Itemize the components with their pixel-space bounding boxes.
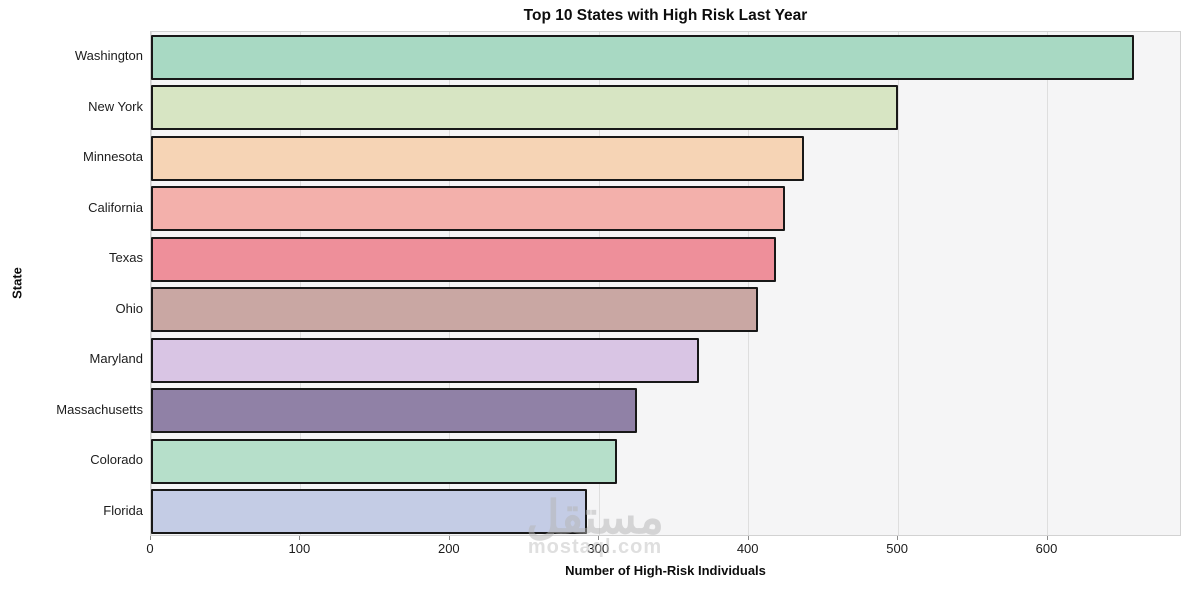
bar-florida bbox=[151, 489, 588, 535]
x-tick-mark bbox=[150, 536, 151, 540]
x-tick-label: 600 bbox=[1035, 541, 1058, 556]
bar-minnesota bbox=[151, 135, 804, 181]
gridline bbox=[598, 32, 600, 535]
x-axis-title: Number of High-Risk Individuals bbox=[565, 563, 766, 578]
bar-maryland bbox=[151, 337, 700, 383]
gridline bbox=[1047, 32, 1049, 535]
bar-washington bbox=[151, 34, 1135, 80]
bar-new-york bbox=[151, 85, 899, 131]
y-tick-label: Florida bbox=[103, 502, 143, 518]
y-tick-label: Texas bbox=[109, 250, 143, 266]
y-tick-label: New York bbox=[88, 98, 143, 114]
x-tick-mark bbox=[897, 536, 899, 540]
x-tick-label: 100 bbox=[288, 541, 311, 556]
y-tick-label: Maryland bbox=[89, 351, 143, 367]
gridline bbox=[299, 32, 301, 535]
gridline bbox=[449, 32, 451, 535]
x-tick-mark bbox=[1046, 536, 1048, 540]
y-tick-label: Massachusetts bbox=[56, 401, 143, 417]
bar-colorado bbox=[151, 438, 618, 484]
y-tick-label: Colorado bbox=[90, 452, 143, 468]
y-tick-label: Washington bbox=[74, 48, 143, 64]
x-tick-mark bbox=[448, 536, 450, 540]
plot-area bbox=[150, 31, 1181, 536]
bar-massachusetts bbox=[151, 388, 637, 434]
y-axis-title: State bbox=[9, 267, 25, 299]
x-tick-label: 400 bbox=[736, 541, 759, 556]
bar-ohio bbox=[151, 287, 758, 333]
x-tick-mark bbox=[747, 536, 749, 540]
gridline bbox=[748, 32, 750, 535]
y-tick-label: California bbox=[88, 199, 143, 215]
y-tick-label: Ohio bbox=[115, 300, 143, 316]
chart-title: Top 10 States with High Risk Last Year bbox=[523, 7, 808, 24]
x-tick-label: 200 bbox=[437, 541, 460, 556]
gridline bbox=[150, 32, 152, 535]
bar-california bbox=[151, 186, 785, 232]
x-tick-label: 500 bbox=[886, 541, 908, 556]
bar-texas bbox=[151, 236, 776, 282]
gridline bbox=[897, 32, 899, 535]
x-tick-mark bbox=[299, 536, 301, 540]
x-tick-label: 0 bbox=[146, 541, 154, 556]
x-tick-label: 300 bbox=[587, 541, 610, 556]
y-tick-label: Minnesota bbox=[83, 149, 143, 165]
x-tick-mark bbox=[598, 536, 600, 540]
